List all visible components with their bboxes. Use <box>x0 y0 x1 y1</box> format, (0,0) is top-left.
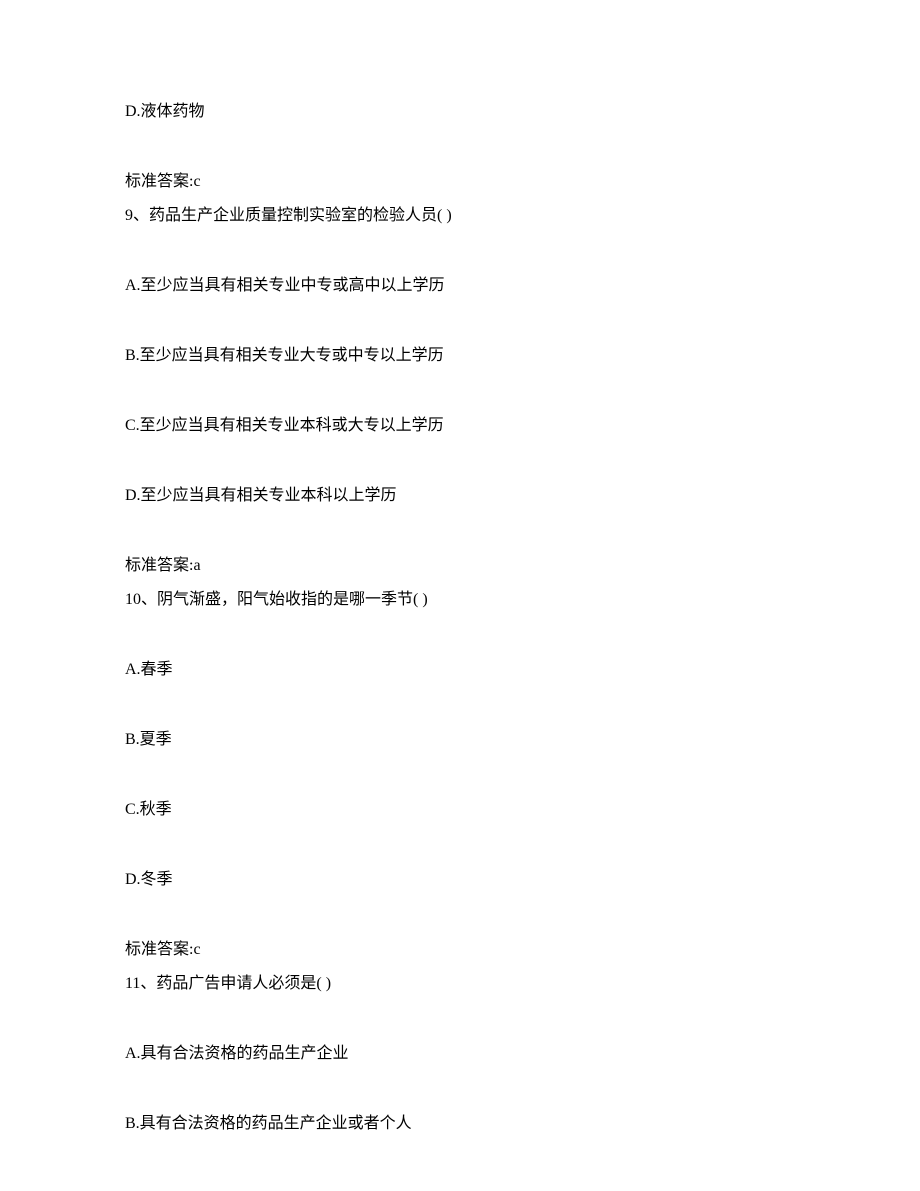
question-stem: 11、药品广告申请人必须是( ) <box>125 972 795 996</box>
option-text: A.具有合法资格的药品生产企业 <box>125 1042 795 1066</box>
spacer <box>125 256 795 274</box>
answer-text: 标准答案:c <box>125 938 795 962</box>
spacer <box>125 920 795 938</box>
spacer <box>125 466 795 484</box>
spacer <box>125 780 795 798</box>
option-text: C.秋季 <box>125 798 795 822</box>
option-text: D.至少应当具有相关专业本科以上学历 <box>125 484 795 508</box>
option-text: A.春季 <box>125 658 795 682</box>
spacer <box>125 640 795 658</box>
spacer <box>125 850 795 868</box>
option-text: D.液体药物 <box>125 100 795 124</box>
option-text: B.至少应当具有相关专业大专或中专以上学历 <box>125 344 795 368</box>
spacer <box>125 710 795 728</box>
option-text: C.至少应当具有相关专业本科或大专以上学历 <box>125 414 795 438</box>
spacer <box>125 536 795 554</box>
spacer <box>125 326 795 344</box>
option-text: B.具有合法资格的药品生产企业或者个人 <box>125 1112 795 1136</box>
answer-text: 标准答案:a <box>125 554 795 578</box>
question-stem: 10、阴气渐盛，阳气始收指的是哪一季节( ) <box>125 588 795 612</box>
option-text: B.夏季 <box>125 728 795 752</box>
spacer <box>125 1024 795 1042</box>
question-stem: 9、药品生产企业质量控制实验室的检验人员( ) <box>125 204 795 228</box>
option-text: D.冬季 <box>125 868 795 892</box>
answer-text: 标准答案:c <box>125 170 795 194</box>
option-text: A.至少应当具有相关专业中专或高中以上学历 <box>125 274 795 298</box>
spacer <box>125 152 795 170</box>
spacer <box>125 396 795 414</box>
spacer <box>125 1094 795 1112</box>
